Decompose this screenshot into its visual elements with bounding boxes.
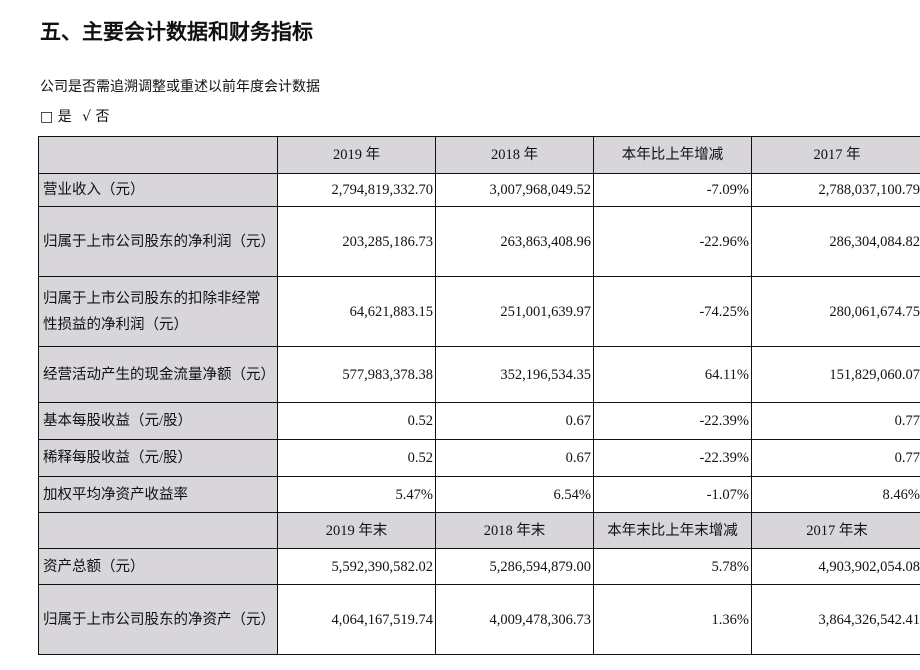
- cell-value: 203,285,186.73: [277, 206, 436, 277]
- table-row: 营业收入（元） 2,794,819,332.70 3,007,968,049.52-…: [38, 173, 920, 207]
- row-label: 基本每股收益（元/股）: [38, 402, 278, 440]
- column-header: 2017 年末: [751, 512, 920, 549]
- cell-value: 64.11%: [593, 346, 752, 403]
- cell-value: 263,863,408.96: [435, 206, 594, 277]
- cell-value: 0.52: [277, 439, 436, 477]
- cell-value: 5,286,594,879.00: [435, 548, 594, 585]
- cell-value: 280,061,674.75: [751, 276, 920, 347]
- cell-value: 6.54%: [435, 476, 594, 513]
- checkbox-yes: □: [40, 109, 54, 125]
- cell-value: 352,196,534.35: [435, 346, 594, 403]
- row-label: 归属于上市公司股东的净资产（元）: [38, 584, 278, 655]
- cell-value: 251,001,639.97: [435, 276, 594, 347]
- cell-value: 0.77: [751, 439, 920, 477]
- table-row: 归属于上市公司股东的净利润（元） 203,285,186.73 263,863,40…: [38, 206, 920, 277]
- restatement-options: □ 是 √ 否: [40, 106, 110, 126]
- row-label: 稀释每股收益（元/股）: [38, 439, 278, 477]
- section-heading: 五、主要会计数据和财务指标: [40, 20, 313, 44]
- row-label: 营业收入（元）: [38, 173, 278, 207]
- row-label: 归属于上市公司股东的净利润（元）: [38, 206, 278, 277]
- cell-value: 64,621,883.15: [277, 276, 436, 347]
- row-label: 经营活动产生的现金流量净额（元）: [38, 346, 278, 403]
- table-row: 加权平均净资产收益率 5.47% 6.54% -1.07% 8.46%: [38, 476, 920, 513]
- row-label: 资产总额（元）: [38, 548, 278, 585]
- column-header: [38, 136, 278, 174]
- cell-value: 5.47%: [277, 476, 436, 513]
- table-header-row: 2019 年 2018 年本年比上年增减 2017 年: [38, 136, 920, 174]
- cell-value: 4,903,902,054.08: [751, 548, 920, 585]
- table-row: 经营活动产生的现金流量净额（元） 577,983,378.38 352,196,53…: [38, 346, 920, 403]
- table-header-row: 2019 年末 2018 年末 本年末比上年末增减 2017 年末: [38, 512, 920, 549]
- cell-value: 151,829,060.07: [751, 346, 920, 403]
- cell-value: 0.77: [751, 402, 920, 440]
- cell-value: 1.36%: [593, 584, 752, 655]
- column-header: 2018 年末: [435, 512, 594, 549]
- table-row: 归属于上市公司股东的扣除非经常性损益的净利润（元） 64,621,883.15 25…: [38, 276, 920, 347]
- table-row: 稀释每股收益（元/股） 0.52 0.67 -22.39% 0.77: [38, 439, 920, 477]
- cell-value: 3,864,326,542.41: [751, 584, 920, 655]
- column-header: 2019 年: [277, 136, 436, 174]
- cell-value: 3,007,968,049.52: [435, 173, 594, 207]
- cell-value: 4,009,478,306.73: [435, 584, 594, 655]
- cell-value: 5,592,390,582.02: [277, 548, 436, 585]
- cell-value: -22.39%: [593, 439, 752, 477]
- cell-value: 2,794,819,332.70: [277, 173, 436, 207]
- cell-value: 0.52: [277, 402, 436, 440]
- cell-value: -1.07%: [593, 476, 752, 513]
- cell-value: 4,064,167,519.74: [277, 584, 436, 655]
- cell-value: 286,304,084.82: [751, 206, 920, 277]
- check-icon: √: [82, 109, 92, 125]
- restatement-question: 公司是否需追溯调整或重述以前年度会计数据: [40, 79, 320, 95]
- row-label: 归属于上市公司股东的扣除非经常性损益的净利润（元）: [38, 276, 278, 347]
- cell-value: 0.67: [435, 439, 594, 477]
- cell-value: 2,788,037,100.79: [751, 173, 920, 207]
- column-header: 本年末比上年末增减: [593, 512, 752, 549]
- cell-value: 0.67: [435, 402, 594, 440]
- cell-value: -74.25%: [593, 276, 752, 347]
- option-yes-label: 是: [57, 109, 72, 125]
- table-row: 基本每股收益（元/股） 0.52 0.67 -22.39% 0.77: [38, 402, 920, 440]
- cell-value: 8.46%: [751, 476, 920, 513]
- table-row: 归属于上市公司股东的净资产（元） 4,064,167,519.74 4,009,47…: [38, 584, 920, 655]
- cell-value: -22.39%: [593, 402, 752, 440]
- column-header: [38, 512, 278, 549]
- table-row: 资产总额（元） 5,592,390,582.02 5,286,594,879.00 5…: [38, 548, 920, 585]
- column-header: 本年比上年增减: [593, 136, 752, 174]
- option-no-label: 否: [95, 109, 110, 125]
- cell-value: 577,983,378.38: [277, 346, 436, 403]
- cell-value: -7.09%: [593, 173, 752, 207]
- cell-value: -22.96%: [593, 206, 752, 277]
- column-header: 2019 年末: [277, 512, 436, 549]
- cell-value: 5.78%: [593, 548, 752, 585]
- row-label: 加权平均净资产收益率: [38, 476, 278, 513]
- financial-indicators-table: 2019 年 2018 年本年比上年增减 2017 年营业收入（元） 2,794,81…: [38, 136, 920, 655]
- column-header: 2017 年: [751, 136, 920, 174]
- column-header: 2018 年: [435, 136, 594, 174]
